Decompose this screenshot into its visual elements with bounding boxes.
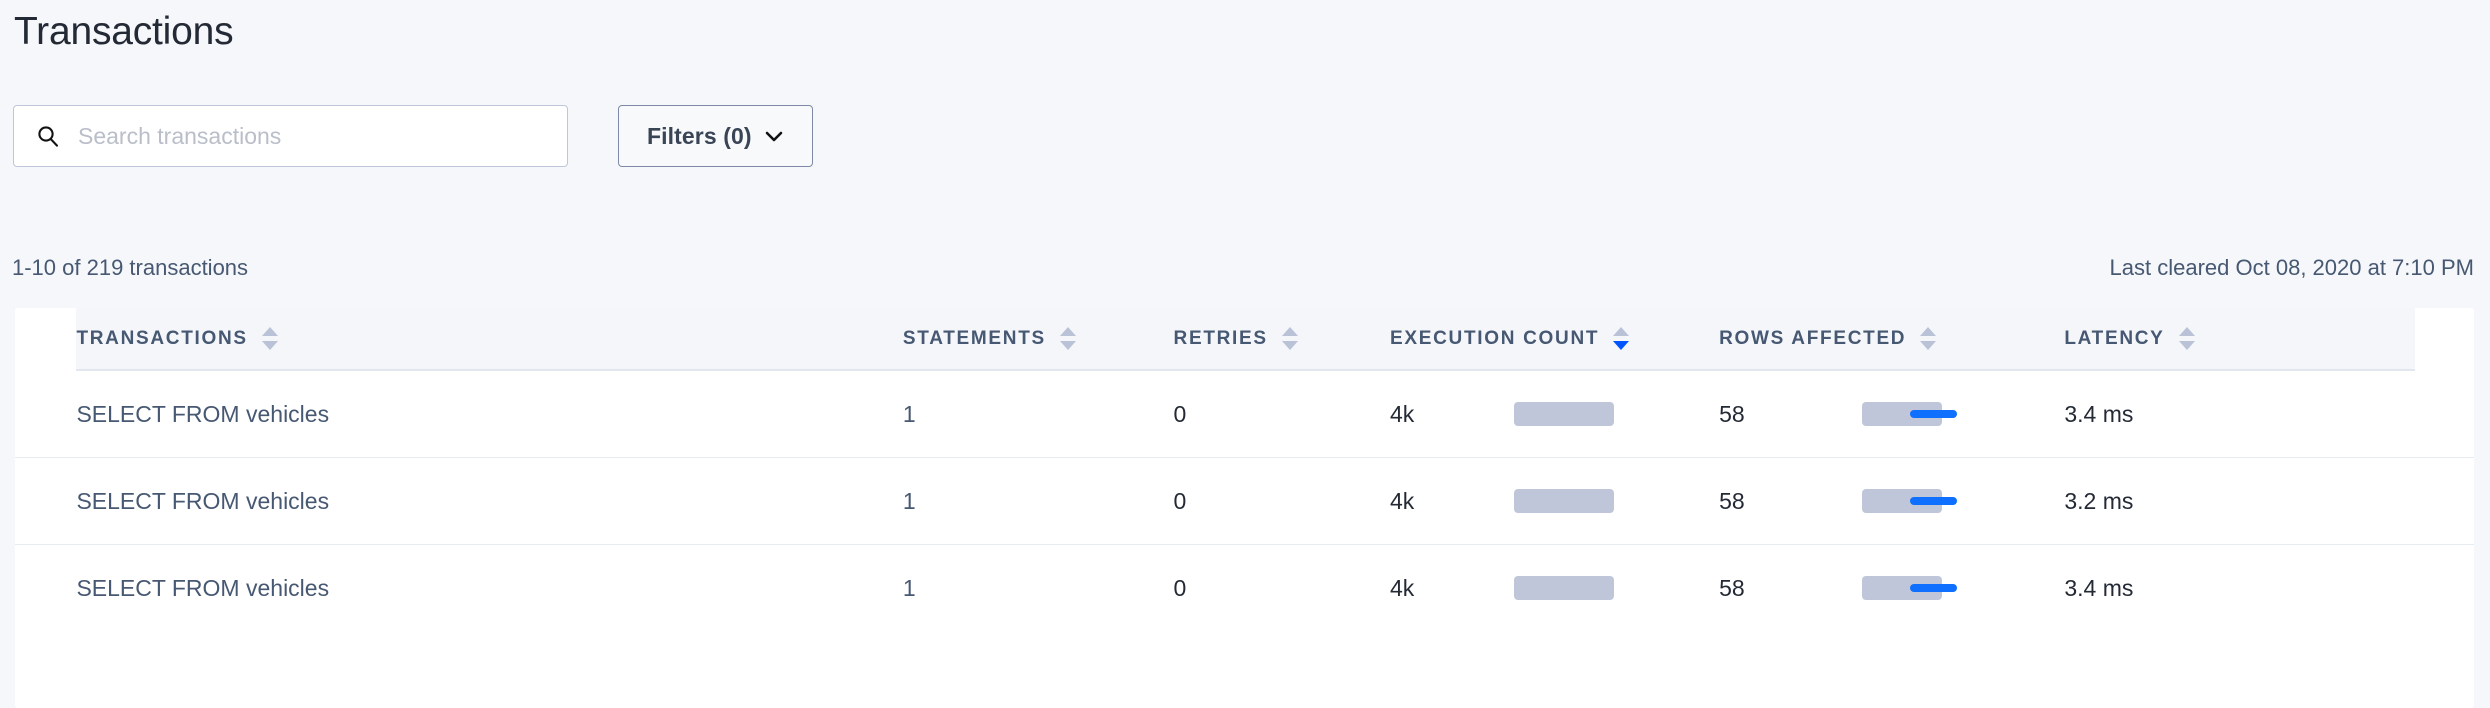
column-header-execution-count-label: EXECUTION COUNT [1390,327,1600,349]
sort-arrows-latency[interactable] [2178,327,2195,350]
cell-latency: 3.2 ms [2064,457,2416,545]
cell-statements: 1 [903,545,1174,632]
header-spacer-left [15,308,77,370]
page-title: Transactions [14,10,234,53]
toolbar: Filters (0) [13,105,813,167]
row-gutter [15,457,77,545]
cell-retries: 0 [1174,545,1390,632]
rows-affected-bar [1862,489,2102,513]
rows-affected-value: 58 [1719,487,1745,514]
row-gutter-right [2415,545,2474,632]
rows-affected-value: 58 [1719,574,1745,601]
execution-count-value: 4k [1390,487,1415,514]
transaction-link[interactable]: SELECT FROM vehicles [76,574,330,601]
cell-transaction: SELECT FROM vehicles [76,370,903,458]
header-spacer-right [2415,308,2474,370]
column-header-statements[interactable]: STATEMENTS [902,308,1174,371]
rows-affected-value: 58 [1719,400,1745,427]
execution-count-bar [1514,489,1754,513]
latency-value: 3.4 ms [2064,574,2134,601]
sort-arrows-rows-affected[interactable] [1920,327,1937,350]
cell-latency: 3.4 ms [2064,545,2415,632]
cell-transaction: SELECT FROM vehicles [76,545,902,632]
filters-button-label: Filters (0) [647,122,752,149]
cell-execution-count: 4k [1390,370,1515,458]
column-header-rows-affected[interactable]: ROWS AFFECTED [1719,308,2065,371]
table-body: SELECT FROM vehicles 1 0 4k [15,370,2474,631]
row-gutter [15,370,77,458]
cell-transaction: SELECT FROM vehicles [76,457,903,545]
transactions-table-card: TRANSACTIONS STATEMENTS [15,308,2474,708]
execution-count-value: 4k [1390,400,1415,427]
cell-retries: 0 [1173,457,1391,545]
statements-value: 1 [902,400,916,427]
statements-value: 1 [902,574,916,601]
cell-latency: 3.4 ms [2064,370,2416,458]
cell-statements: 1 [902,457,1174,545]
sort-arrows-execution-count[interactable] [1613,327,1630,350]
cell-execution-count: 4k [1390,457,1515,545]
transaction-link[interactable]: SELECT FROM vehicles [76,487,330,514]
search-box[interactable] [13,105,568,167]
table-meta-row: 1-10 of 219 transactions Last cleared Oc… [0,255,2490,285]
table-header: TRANSACTIONS STATEMENTS [15,308,2474,371]
latency-value: 3.2 ms [2064,487,2134,514]
rows-affected-bar [1862,402,2102,426]
statements-value: 1 [902,487,916,514]
sort-arrows-transactions[interactable] [261,327,278,350]
last-cleared-label: Last cleared Oct 08, 2020 at 7:10 PM [2109,255,2474,280]
row-gutter-right [2415,457,2474,545]
cell-rows-affected: 58 [1719,370,1863,458]
cell-execution-count-bar [1514,457,1720,545]
column-header-transactions[interactable]: TRANSACTIONS [76,308,903,371]
cell-retries: 0 [1173,370,1391,458]
table-row[interactable]: SELECT FROM vehicles 1 0 4k [15,370,2474,458]
result-range-label: 1-10 of 219 transactions [12,255,249,280]
table-header-row: TRANSACTIONS STATEMENTS [15,308,2474,371]
table-row[interactable]: SELECT FROM vehicles 1 0 4k [15,545,2474,632]
column-header-latency-label: LATENCY [2064,327,2165,349]
column-header-statements-label: STATEMENTS [902,327,1046,349]
search-input[interactable] [78,122,545,150]
table-row[interactable]: SELECT FROM vehicles 1 0 4k [15,457,2474,545]
sort-arrows-statements[interactable] [1059,327,1076,350]
cell-rows-affected-bar [1862,545,2064,632]
filters-button[interactable]: Filters (0) [618,105,813,167]
cell-execution-count-bar [1514,545,1719,632]
transactions-page: Transactions Filters (0) 1-10 of 219 tra… [0,10,2490,601]
transaction-link[interactable]: SELECT FROM vehicles [76,400,330,427]
search-icon [36,124,60,148]
latency-value: 3.4 ms [2064,400,2134,427]
retries-value: 0 [1173,400,1187,427]
cell-execution-count: 4k [1390,545,1514,632]
execution-count-value: 4k [1390,574,1415,601]
column-header-retries[interactable]: RETRIES [1173,308,1391,371]
execution-count-bar [1514,576,1754,600]
cell-statements: 1 [902,370,1174,458]
column-header-rows-affected-label: ROWS AFFECTED [1719,327,1907,349]
retries-value: 0 [1173,574,1187,601]
column-header-latency[interactable]: LATENCY [2064,308,2416,371]
sort-arrows-retries[interactable] [1281,327,1298,350]
cell-rows-affected: 58 [1719,545,1862,632]
transactions-table: TRANSACTIONS STATEMENTS [15,308,2474,631]
retries-value: 0 [1173,487,1187,514]
row-gutter [15,545,76,632]
column-header-transactions-label: TRANSACTIONS [76,327,248,349]
cell-execution-count-bar [1514,370,1720,458]
cell-rows-affected: 58 [1719,457,1863,545]
column-header-execution-count[interactable]: EXECUTION COUNT [1390,308,1720,371]
chevron-down-icon [764,129,784,143]
execution-count-bar [1514,402,1754,426]
cell-rows-affected-bar [1862,457,2065,545]
cell-rows-affected-bar [1862,370,2065,458]
rows-affected-bar [1862,576,2102,600]
row-gutter-right [2415,370,2474,458]
column-header-retries-label: RETRIES [1173,327,1268,349]
